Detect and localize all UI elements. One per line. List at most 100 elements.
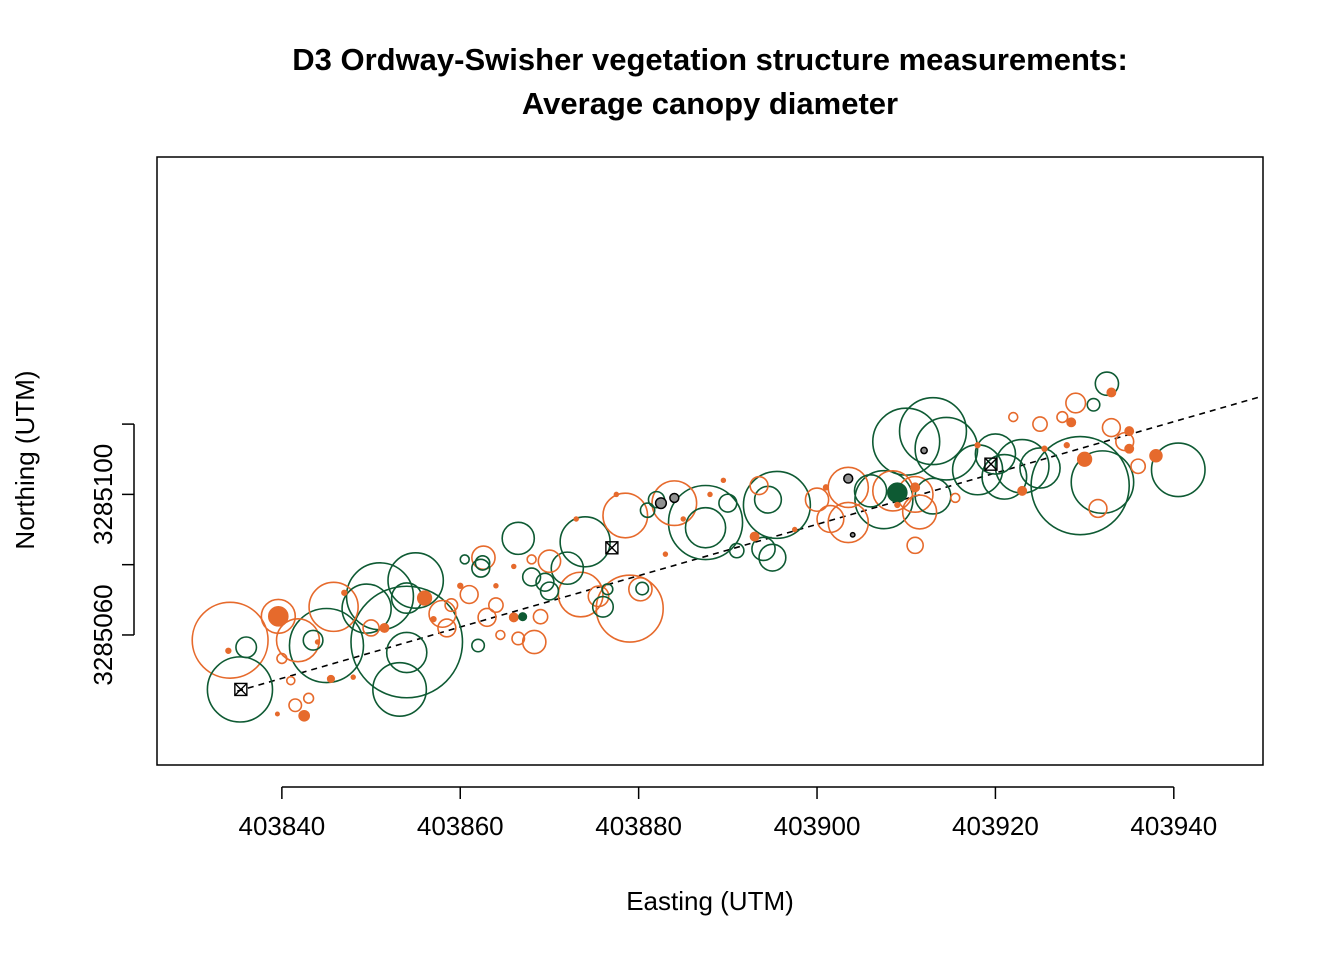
canopy-point bbox=[853, 474, 888, 508]
marker-cross bbox=[605, 541, 619, 555]
canopy-point-filled bbox=[1063, 442, 1070, 449]
canopy-point bbox=[387, 552, 445, 609]
canopy-point-filled bbox=[430, 615, 437, 623]
canopy-point bbox=[950, 492, 961, 504]
canopy-point bbox=[235, 636, 258, 659]
canopy-point-filled bbox=[379, 622, 390, 633]
canopy-point bbox=[477, 607, 497, 628]
canopy-point-filled bbox=[350, 674, 356, 680]
canopy-point bbox=[827, 501, 870, 544]
plot-content bbox=[191, 371, 1263, 723]
canopy-point bbox=[362, 619, 380, 637]
canopy-point-filled bbox=[613, 491, 620, 498]
canopy-point-filled bbox=[792, 526, 798, 533]
canopy-point bbox=[526, 554, 537, 565]
canopy-point bbox=[1101, 417, 1122, 438]
canopy-point-filled bbox=[669, 492, 680, 504]
x-tick-label: 403880 bbox=[595, 811, 682, 841]
canopy-point-filled bbox=[662, 551, 669, 557]
transect-marker bbox=[234, 682, 248, 697]
canopy-point bbox=[437, 618, 457, 638]
canopy-point bbox=[535, 572, 555, 592]
canopy-point-filled bbox=[920, 446, 928, 455]
canopy-point bbox=[1070, 450, 1135, 515]
canopy-point bbox=[1007, 411, 1019, 423]
y-axis-label: Northing (UTM) bbox=[10, 370, 40, 549]
canopy-point bbox=[471, 638, 486, 653]
canopy-point bbox=[639, 502, 656, 519]
canopy-point bbox=[595, 574, 664, 643]
canopy-point-filled bbox=[749, 531, 760, 542]
canopy-point-filled bbox=[518, 612, 528, 622]
transect-marker bbox=[984, 457, 998, 471]
transect-marker bbox=[605, 541, 619, 555]
canopy-point bbox=[981, 453, 1028, 500]
canopy-point bbox=[260, 598, 297, 635]
canopy-point bbox=[302, 692, 315, 704]
canopy-point bbox=[501, 521, 536, 556]
canopy-point bbox=[751, 536, 776, 562]
canopy-point bbox=[341, 583, 392, 634]
chart-subtitle: Average canopy diameter bbox=[522, 86, 898, 121]
canopy-point bbox=[288, 698, 303, 713]
canopy-point-filled bbox=[680, 516, 686, 522]
canopy-point-filled bbox=[974, 442, 981, 449]
canopy-point bbox=[651, 480, 698, 527]
canopy-point bbox=[539, 581, 560, 601]
canopy-point-filled bbox=[1041, 445, 1048, 452]
canopy-point bbox=[276, 652, 288, 665]
canopy-point bbox=[444, 598, 459, 613]
x-tick-label: 403860 bbox=[417, 811, 504, 841]
canopy-point bbox=[1019, 447, 1061, 489]
canopy-point bbox=[728, 542, 745, 559]
canopy-point-filled bbox=[573, 516, 579, 522]
canopy-point bbox=[718, 493, 738, 513]
canopy-point bbox=[550, 551, 585, 586]
canopy-point bbox=[602, 492, 649, 539]
canopy-point bbox=[1065, 392, 1087, 414]
x-tick-label: 403940 bbox=[1130, 811, 1217, 841]
canopy-point bbox=[591, 595, 615, 618]
canopy-point bbox=[459, 554, 470, 565]
canopy-point bbox=[385, 631, 428, 674]
canopy-point bbox=[1130, 458, 1147, 475]
canopy-point bbox=[487, 597, 504, 614]
marker-cross bbox=[234, 682, 248, 696]
canopy-point bbox=[428, 599, 457, 629]
canopy-point bbox=[206, 656, 274, 723]
canopy-point-filled bbox=[511, 563, 517, 570]
canopy-point bbox=[628, 576, 653, 602]
canopy-point bbox=[559, 516, 611, 568]
marker-cross bbox=[984, 457, 998, 471]
marker-box bbox=[605, 541, 619, 555]
canopy-point-filled bbox=[843, 473, 854, 484]
canopy-point-filled bbox=[910, 482, 921, 493]
canopy-point bbox=[350, 585, 464, 699]
canopy-point bbox=[557, 571, 604, 618]
canopy-point-filled bbox=[225, 647, 232, 654]
canopy-point bbox=[191, 601, 269, 679]
canopy-point-filled bbox=[886, 482, 908, 503]
canopy-point bbox=[1094, 371, 1120, 397]
canopy-point-filled bbox=[416, 590, 433, 606]
canopy-point-filled bbox=[1149, 448, 1163, 463]
canopy-point bbox=[1086, 397, 1101, 412]
canopy-point-filled bbox=[849, 531, 856, 538]
y-tick-label: 3285060 bbox=[88, 584, 118, 685]
canopy-point-filled bbox=[457, 582, 464, 589]
canopy-point bbox=[521, 629, 547, 655]
canopy-point bbox=[1088, 498, 1108, 519]
canopy-point-filled bbox=[298, 709, 311, 722]
canopy-point-filled bbox=[1066, 417, 1077, 428]
canopy-point bbox=[521, 567, 542, 587]
plot-area bbox=[191, 371, 1263, 723]
canopy-point-filled bbox=[267, 606, 289, 627]
canopy-point bbox=[635, 581, 650, 596]
canopy-point bbox=[471, 558, 491, 578]
canopy-point bbox=[474, 554, 491, 571]
canopy-point bbox=[511, 631, 526, 646]
canopy-point bbox=[827, 466, 870, 509]
canopy-point-filled bbox=[326, 674, 335, 683]
canopy-point bbox=[804, 487, 830, 513]
canopy-point bbox=[914, 416, 979, 481]
